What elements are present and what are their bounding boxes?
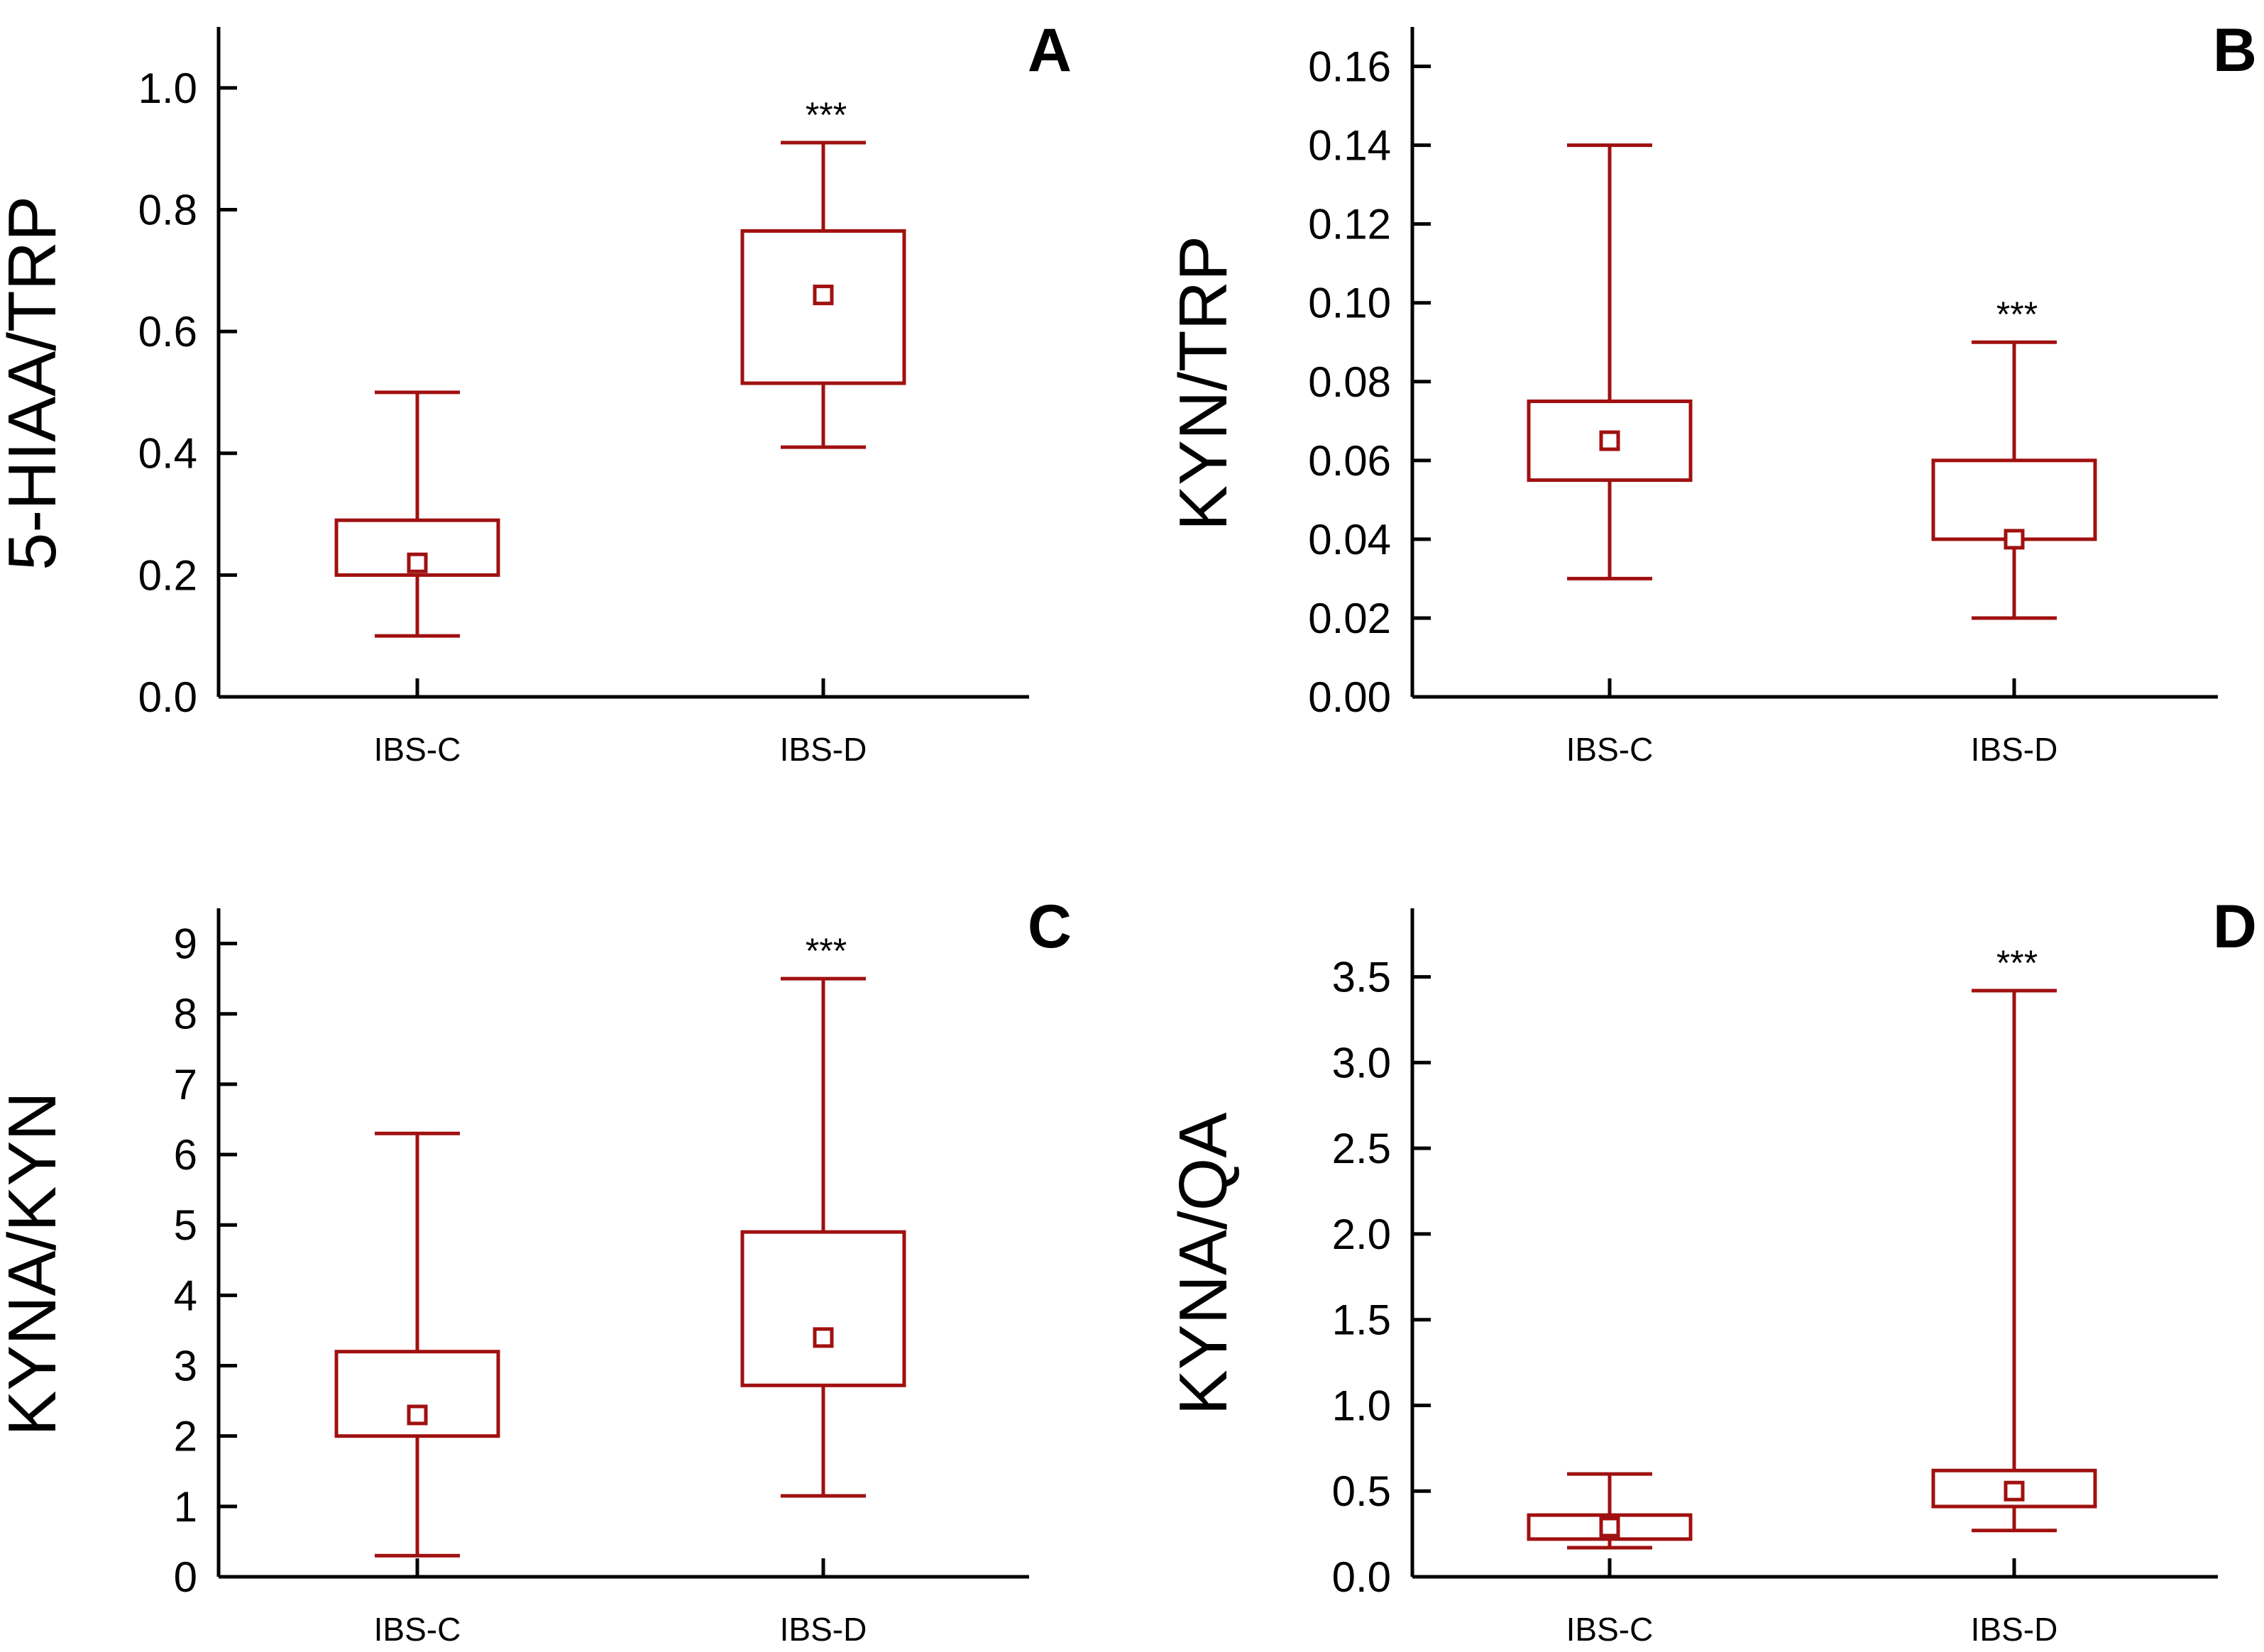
x-category-label: IBS-C — [1566, 731, 1654, 768]
y-tick-label: 3.5 — [1332, 954, 1391, 1001]
x-category-label: IBS-D — [1971, 1611, 2058, 1648]
significance-marker: *** — [1996, 294, 2038, 334]
y-tick-label: 4 — [174, 1272, 197, 1319]
y-tick-label: 3.0 — [1332, 1039, 1391, 1086]
median-marker — [407, 552, 428, 573]
median-marker — [813, 1327, 834, 1348]
y-tick-label: 0.0 — [138, 673, 197, 721]
median-marker — [1599, 430, 1620, 451]
median-marker — [407, 1404, 428, 1426]
iqr-box — [1527, 400, 1693, 483]
x-category-label: IBS-C — [374, 1611, 461, 1648]
median-marker — [2004, 1480, 2025, 1502]
panel-letter: C — [1028, 893, 1072, 961]
y-tick-label: 0.16 — [1308, 43, 1391, 91]
y-tick-label: 0.04 — [1308, 516, 1391, 563]
x-category-label: IBS-D — [1971, 731, 2058, 768]
chart-panel-b: 0.00 0.02 0.04 0.06 0.08 0.10 0.12 0.14 0.16 KYN/… — [1165, 16, 2257, 768]
y-tick-label: 6 — [174, 1131, 197, 1179]
y-tick-label: 0.10 — [1308, 280, 1391, 327]
iqr-box — [334, 1350, 500, 1438]
y-tick-label: 1.5 — [1332, 1296, 1391, 1344]
y-tick-label: 2 — [174, 1413, 197, 1460]
panel-letter: B — [2213, 16, 2257, 84]
y-tick-label: 0.08 — [1308, 358, 1391, 406]
y-tick-label: 8 — [174, 991, 197, 1038]
significance-marker: *** — [1996, 943, 2038, 983]
panel-letter: D — [2213, 893, 2257, 961]
y-tick-label: 0.2 — [138, 551, 197, 599]
y-tick-label: 0.4 — [138, 430, 197, 478]
x-category-label: IBS-D — [780, 1611, 867, 1648]
iqr-box — [740, 228, 906, 385]
y-tick-label: 0 — [174, 1553, 197, 1601]
y-tick-label: 0.12 — [1308, 201, 1391, 248]
chart-panel-c: 0 1 2 3 4 5 6 7 8 9 KYNA/KYN C IBS-C IBS-D *** — [0, 893, 1072, 1648]
y-tick-label: 0.02 — [1308, 595, 1391, 642]
x-category-label: IBS-D — [780, 731, 867, 768]
y-tick-label: 1 — [174, 1483, 197, 1531]
chart-panel-a: 0.0 0.2 0.4 0.6 0.8 1.0 5-HIAA/TRP A IBS-C IBS-D *… — [0, 16, 1072, 768]
y-tick-label: 5 — [174, 1201, 197, 1249]
y-axis-title: KYNA/KYN — [0, 1091, 70, 1436]
y-tick-label: 3 — [174, 1343, 197, 1390]
chart-panel-d: 0.0 0.5 1.0 1.5 2.0 2.5 3.0 3.5 KYNA/QA D IBS-C IBS… — [1165, 893, 2257, 1648]
y-tick-label: 0.06 — [1308, 437, 1391, 485]
y-axis-title: KYNA/QA — [1165, 1113, 1241, 1416]
iqr-box — [334, 518, 500, 577]
iqr-box — [740, 1230, 906, 1387]
y-tick-label: 7 — [174, 1061, 197, 1108]
y-tick-label: 0.8 — [138, 186, 197, 233]
y-tick-label: 2.0 — [1332, 1211, 1391, 1258]
median-marker — [813, 285, 834, 306]
y-tick-label: 2.5 — [1332, 1125, 1391, 1172]
x-category-label: IBS-C — [1566, 1611, 1654, 1648]
y-tick-label: 0.0 — [1332, 1553, 1391, 1601]
panel-letter: A — [1028, 16, 1072, 84]
significance-marker: *** — [806, 931, 847, 971]
iqr-box — [1931, 1468, 2097, 1509]
significance-marker: *** — [806, 95, 847, 135]
median-marker — [1599, 1516, 1620, 1538]
y-axis-title: 5-HIAA/TRP — [0, 196, 70, 571]
y-tick-label: 0.14 — [1308, 122, 1391, 170]
y-tick-label: 0.00 — [1308, 673, 1391, 721]
y-tick-label: 1.0 — [138, 65, 197, 112]
y-tick-label: 9 — [174, 920, 197, 968]
y-axis-title: KYN/TRP — [1165, 236, 1241, 531]
x-category-label: IBS-C — [374, 731, 461, 768]
iqr-box — [1527, 1513, 1693, 1541]
iqr-box — [1931, 458, 2097, 541]
y-tick-label: 0.5 — [1332, 1467, 1391, 1515]
y-tick-label: 0.6 — [138, 308, 197, 356]
y-tick-label: 1.0 — [1332, 1382, 1391, 1429]
median-marker — [2004, 529, 2025, 550]
